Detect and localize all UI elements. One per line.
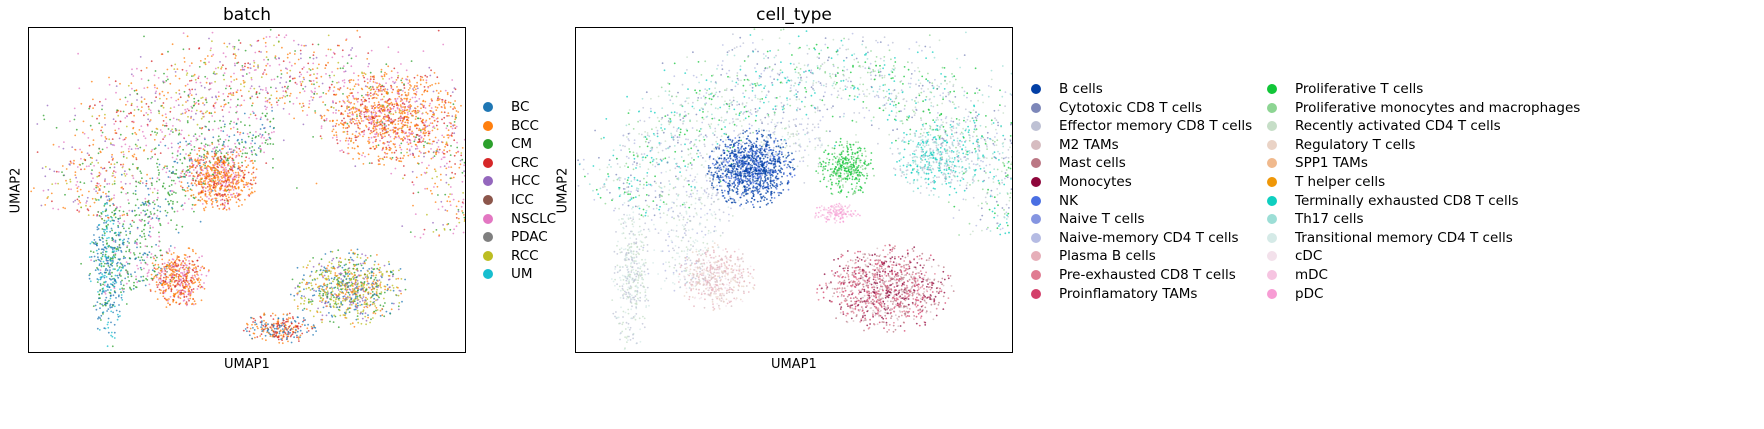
legend-marker bbox=[1031, 251, 1041, 262]
batch-plot-title: batch bbox=[223, 5, 271, 25]
legend-label: Transitional memory CD4 T cells bbox=[1295, 229, 1513, 246]
legend-label: B cells bbox=[1059, 81, 1103, 97]
legend-marker bbox=[1267, 84, 1277, 94]
legend-label: Cytotoxic CD8 T cells bbox=[1059, 99, 1203, 116]
legend-label: T helper cells bbox=[1295, 174, 1386, 190]
legend-marker bbox=[1267, 102, 1277, 113]
legend-marker bbox=[1031, 288, 1041, 299]
legend-marker bbox=[483, 102, 493, 112]
legend-label: Naive T cells bbox=[1059, 211, 1145, 228]
legend-marker bbox=[1267, 251, 1277, 262]
legend-label: SPP1 TAMs bbox=[1295, 155, 1368, 172]
legend-label: Terminally exhausted CD8 T cells bbox=[1295, 192, 1519, 209]
legend-label: CM bbox=[511, 136, 533, 153]
legend-marker bbox=[1031, 214, 1041, 225]
legend-marker bbox=[1267, 121, 1277, 132]
legend-label: PDAC bbox=[511, 229, 548, 246]
legend-label: cDC bbox=[1295, 248, 1323, 265]
legend-marker bbox=[483, 120, 493, 131]
legend-label: pDC bbox=[1295, 285, 1324, 302]
legend-marker bbox=[1267, 158, 1277, 169]
legend-label: Proliferative monocytes and macrophages bbox=[1295, 99, 1581, 116]
legend-marker bbox=[483, 250, 493, 261]
legend-label: M2 TAMs bbox=[1059, 136, 1119, 153]
celltype-x-axis-label: UMAP1 bbox=[771, 357, 817, 372]
legend-label: UM bbox=[511, 266, 533, 283]
legend-label: BC bbox=[511, 99, 530, 115]
legend-marker bbox=[1031, 121, 1041, 132]
legend-marker bbox=[1267, 270, 1277, 280]
legend-label: NK bbox=[1059, 192, 1078, 209]
legend-label: Effector memory CD8 T cells bbox=[1059, 118, 1253, 135]
legend-marker bbox=[1267, 288, 1277, 299]
legend-marker bbox=[1267, 177, 1277, 187]
legend-marker bbox=[483, 195, 493, 205]
legend-label: Proinflamatory TAMs bbox=[1059, 285, 1198, 302]
legend-label: Mast cells bbox=[1059, 155, 1126, 172]
legend-marker bbox=[483, 213, 493, 224]
legend-marker bbox=[1031, 158, 1041, 169]
legend-label: HCC bbox=[511, 173, 541, 190]
legend-label: Recently activated CD4 T cells bbox=[1295, 118, 1501, 135]
legend-marker bbox=[1267, 232, 1277, 243]
legend-label: mDC bbox=[1295, 267, 1328, 283]
batch-scatter-canvas bbox=[30, 28, 465, 348]
legend-marker bbox=[1031, 139, 1041, 150]
legend-marker bbox=[483, 269, 493, 280]
legend-marker bbox=[483, 139, 493, 150]
legend-label: CRC bbox=[511, 154, 539, 171]
legend-label: BCC bbox=[511, 117, 539, 134]
legend-label: Naive-memory CD4 T cells bbox=[1059, 229, 1239, 246]
legend-marker bbox=[1031, 84, 1041, 94]
batch-y-axis-label: UMAP2 bbox=[8, 167, 24, 214]
batch-x-axis-label: UMAP1 bbox=[224, 357, 270, 372]
celltype-y-axis-label: UMAP2 bbox=[555, 167, 571, 214]
celltype-scatter-canvas bbox=[577, 28, 1012, 351]
legend-marker bbox=[1267, 195, 1277, 206]
legend-marker bbox=[1031, 195, 1041, 206]
legend-marker bbox=[483, 232, 493, 243]
celltype-scatter-plot bbox=[575, 27, 1013, 353]
legend-marker bbox=[1031, 270, 1041, 280]
legend-label: Proliferative T cells bbox=[1295, 81, 1424, 97]
legend-label: ICC bbox=[511, 192, 534, 208]
legend-marker bbox=[1267, 139, 1277, 150]
legend-marker bbox=[1031, 177, 1041, 187]
legend-marker bbox=[1267, 214, 1277, 225]
legend-label: Plasma B cells bbox=[1059, 248, 1156, 265]
legend-marker bbox=[1031, 232, 1041, 243]
batch-scatter-plot bbox=[28, 27, 466, 353]
legend-label: Th17 cells bbox=[1295, 211, 1364, 228]
legend-marker bbox=[483, 176, 493, 187]
legend-label: Regulatory T cells bbox=[1295, 136, 1416, 153]
legend-marker bbox=[483, 157, 493, 168]
legend-label: RCC bbox=[511, 247, 539, 264]
legend-marker bbox=[1031, 102, 1041, 113]
legend-label: NSCLC bbox=[511, 210, 557, 227]
celltype-plot-title: cell_type bbox=[756, 5, 832, 25]
legend-label: Pre-exhausted CD8 T cells bbox=[1059, 267, 1236, 283]
legend-label: Monocytes bbox=[1059, 174, 1132, 190]
